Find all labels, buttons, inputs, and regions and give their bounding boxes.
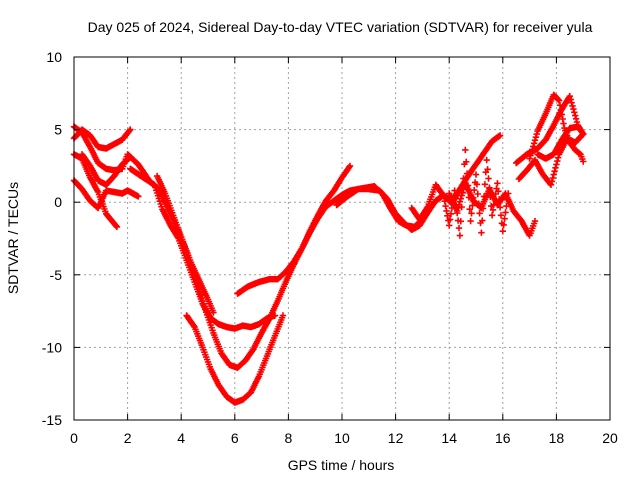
y-tick-label: -5: [50, 267, 63, 283]
series-markers: [446, 180, 539, 239]
series-markers: [534, 123, 587, 162]
x-tick-label: 0: [70, 430, 78, 446]
x-tick-label: 14: [441, 430, 457, 446]
x-tick-label: 8: [285, 430, 293, 446]
ticks: 0 2 4 6 8 10 12 14 16 18 20 -15 -10 -5 0 5 10: [42, 49, 618, 446]
x-tick-label: 6: [231, 430, 239, 446]
x-tick-label: 16: [495, 430, 511, 446]
x-tick-label: 20: [602, 430, 618, 446]
y-tick-label: 5: [54, 122, 62, 138]
series-track-16: [534, 123, 587, 162]
series-track-12: [446, 180, 539, 239]
x-tick-label: 18: [549, 430, 565, 446]
series-markers: [127, 165, 279, 332]
series-track-15: [515, 130, 587, 188]
series-markers: [408, 146, 512, 239]
x-tick-label: 2: [124, 430, 132, 446]
x-axis-title: GPS time / hours: [288, 457, 395, 473]
series-track-6: [127, 165, 279, 332]
series-markers: [78, 151, 134, 188]
x-tick-label: 12: [388, 430, 404, 446]
series-markers: [183, 312, 287, 406]
x-tick-label: 10: [334, 430, 350, 446]
y-axis-title: SDTVAR / TECUs: [5, 182, 21, 294]
series-track-11: [408, 146, 512, 239]
series-layer: [70, 91, 587, 406]
x-tick-label: 4: [177, 430, 185, 446]
series-track-8: [183, 312, 287, 406]
y-tick-label: 10: [46, 49, 62, 65]
series-track-5: [78, 151, 134, 188]
chart-title: Day 025 of 2024, Sidereal Day-to-day VTE…: [88, 19, 593, 35]
series-markers: [515, 130, 587, 188]
y-tick-label: -15: [42, 412, 62, 428]
y-tick-label: 0: [54, 194, 62, 210]
y-tick-label: -10: [42, 339, 62, 355]
